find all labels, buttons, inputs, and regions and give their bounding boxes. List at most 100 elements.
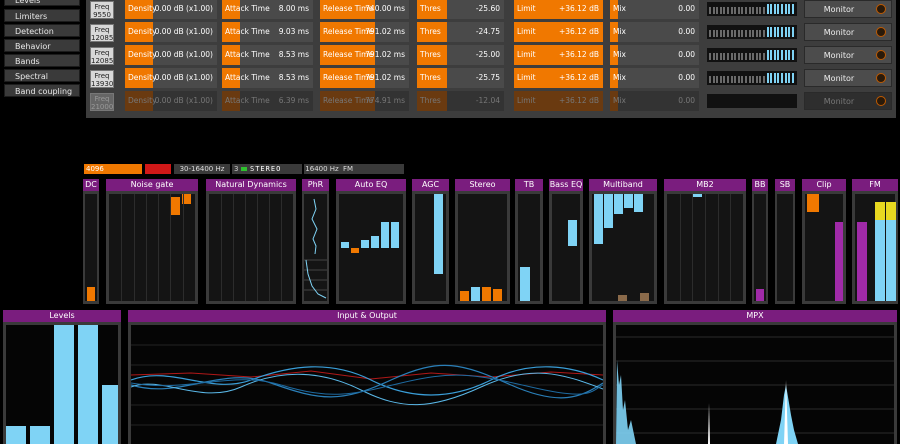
samplerate-field: 4096 xyxy=(84,164,142,174)
mix-slider[interactable]: Mix 0.00 xyxy=(610,91,699,111)
attack-slider[interactable]: Attack Time 8.53 ms xyxy=(222,68,313,88)
mix-slider[interactable]: Mix 0.00 xyxy=(610,0,699,19)
attack-slider[interactable]: Attack Time 8.00 ms xyxy=(222,0,313,19)
limit-slider[interactable]: Limit +36.12 dB xyxy=(514,0,603,19)
freq-button[interactable]: Freq 12085 xyxy=(90,24,114,42)
module-bass-eq[interactable]: Bass EQ xyxy=(549,179,583,304)
module-dc[interactable]: DC xyxy=(83,179,99,304)
module-bb-title: BB xyxy=(752,179,768,191)
mix-slider[interactable]: Mix 0.00 xyxy=(610,68,699,88)
module-fm[interactable]: FM xyxy=(852,179,898,304)
monitor-button[interactable]: Monitor xyxy=(804,23,892,41)
module-fm-title: FM xyxy=(852,179,898,191)
mix-slider[interactable]: Mix 0.00 xyxy=(610,45,699,65)
sidebar-item-limiters[interactable]: Limiters xyxy=(4,9,80,22)
mix-label: Mix xyxy=(613,50,626,59)
sidebar-item-levels[interactable]: Levels xyxy=(4,0,80,6)
thres-label: Thres xyxy=(420,50,441,59)
freq-button[interactable]: Freq 21000 xyxy=(90,93,114,111)
density-slider[interactable]: Density 0.00 dB (x1.00) xyxy=(125,0,217,19)
module-phr[interactable]: PhR xyxy=(302,179,329,304)
monitor-led-icon xyxy=(876,27,886,37)
mix-label: Mix xyxy=(613,96,626,105)
limit-slider[interactable]: Limit +36.12 dB xyxy=(514,91,603,111)
mix-slider[interactable]: Mix 0.00 xyxy=(610,22,699,42)
module-multiband[interactable]: Multiband xyxy=(589,179,657,304)
attack-slider[interactable]: Attack Time 6.39 ms xyxy=(222,91,313,111)
tb-meter xyxy=(518,194,540,301)
thres-slider[interactable]: Thres -24.75 xyxy=(417,22,504,42)
release-label: Release Time xyxy=(323,4,374,13)
module-bb[interactable]: BB xyxy=(752,179,768,304)
release-value: 740.00 ms xyxy=(365,4,405,13)
module-sb[interactable]: SB xyxy=(775,179,795,304)
release-slider[interactable]: Release Time 740.00 ms xyxy=(320,0,409,19)
band-row: Freq 12085 Density 0.00 dB (x1.00) Attac… xyxy=(86,45,896,67)
module-tb[interactable]: TB xyxy=(515,179,543,304)
thres-slider[interactable]: Thres -12.04 xyxy=(417,91,504,111)
density-label: Density xyxy=(128,27,157,36)
freq-button[interactable]: Freq 12085 xyxy=(90,47,114,65)
density-slider[interactable]: Density 0.00 dB (x1.00) xyxy=(125,45,217,65)
attack-slider[interactable]: Attack Time 9.03 ms xyxy=(222,22,313,42)
levels-meters xyxy=(6,325,118,444)
module-agc[interactable]: AGC xyxy=(412,179,449,304)
thres-slider[interactable]: Thres -25.00 xyxy=(417,45,504,65)
mpx-spectrum xyxy=(616,325,894,444)
density-slider[interactable]: Density 0.00 dB (x1.00) xyxy=(125,22,217,42)
thres-label: Thres xyxy=(420,96,441,105)
module-auto-eq[interactable]: Auto EQ xyxy=(336,179,406,304)
release-slider[interactable]: Release Time 791.02 ms xyxy=(320,45,409,65)
module-stereo-title: Stereo xyxy=(455,179,510,191)
monitor-led-icon xyxy=(876,73,886,83)
release-slider[interactable]: Release Time 774.91 ms xyxy=(320,91,409,111)
release-slider[interactable]: Release Time 791.02 ms xyxy=(320,68,409,88)
band-level-meter xyxy=(707,48,797,62)
attack-value: 8.53 ms xyxy=(278,50,309,59)
stereo-label: STEREO xyxy=(250,165,282,173)
module-dc-title: DC xyxy=(83,179,99,191)
clip-indicator xyxy=(145,164,171,174)
limit-slider[interactable]: Limit +36.12 dB xyxy=(514,68,603,88)
mix-label: Mix xyxy=(613,4,626,13)
sidebar-item-bands[interactable]: Bands xyxy=(4,54,80,67)
module-natural-dynamics[interactable]: Natural Dynamics xyxy=(206,179,296,304)
module-noise-gate[interactable]: Noise gate xyxy=(106,179,198,304)
monitor-button[interactable]: Monitor xyxy=(804,92,892,110)
thres-value: -24.75 xyxy=(475,27,500,36)
levels-panel: Levels xyxy=(3,310,121,444)
sidebar-item-detection[interactable]: Detection xyxy=(4,24,80,37)
monitor-button[interactable]: Monitor xyxy=(804,0,892,18)
module-auto-eq-title: Auto EQ xyxy=(336,179,406,191)
monitor-button[interactable]: Monitor xyxy=(804,46,892,64)
thres-slider[interactable]: Thres -25.60 xyxy=(417,0,504,19)
limit-slider[interactable]: Limit +36.12 dB xyxy=(514,45,603,65)
stereo-field: 3 STEREO xyxy=(232,164,302,174)
release-value: 774.91 ms xyxy=(365,96,405,105)
attack-slider[interactable]: Attack Time 8.53 ms xyxy=(222,45,313,65)
input-output-scope xyxy=(131,325,603,444)
module-mb2[interactable]: MB2 xyxy=(664,179,746,304)
monitor-button[interactable]: Monitor xyxy=(804,69,892,87)
sidebar-item-spectral-balance[interactable]: Spectral Balance xyxy=(4,69,80,94)
freq-button[interactable]: Freq 9550 xyxy=(90,1,114,19)
module-stereo[interactable]: Stereo xyxy=(455,179,510,304)
monitor-led-icon xyxy=(876,50,886,60)
limit-slider[interactable]: Limit +36.12 dB xyxy=(514,22,603,42)
sidebar-item-band-coupling[interactable]: Band coupling xyxy=(4,84,80,97)
release-value: 791.02 ms xyxy=(365,73,405,82)
attack-value: 9.03 ms xyxy=(278,27,309,36)
thres-slider[interactable]: Thres -25.75 xyxy=(417,68,504,88)
module-clip[interactable]: Clip xyxy=(802,179,846,304)
release-label: Release Time xyxy=(323,96,374,105)
sidebar-item-behavior[interactable]: Behavior xyxy=(4,39,80,52)
freq-button[interactable]: Freq 13930 xyxy=(90,70,114,88)
module-sb-title: SB xyxy=(775,179,795,191)
input-output-title: Input & Output xyxy=(128,310,606,322)
density-slider[interactable]: Density 0.00 dB (x1.00) xyxy=(125,91,217,111)
attack-value: 8.53 ms xyxy=(278,73,309,82)
release-slider[interactable]: Release Time 791.02 ms xyxy=(320,22,409,42)
density-slider[interactable]: Density 0.00 dB (x1.00) xyxy=(125,68,217,88)
stereo-led-icon xyxy=(241,167,247,171)
module-bass-eq-title: Bass EQ xyxy=(549,179,583,191)
